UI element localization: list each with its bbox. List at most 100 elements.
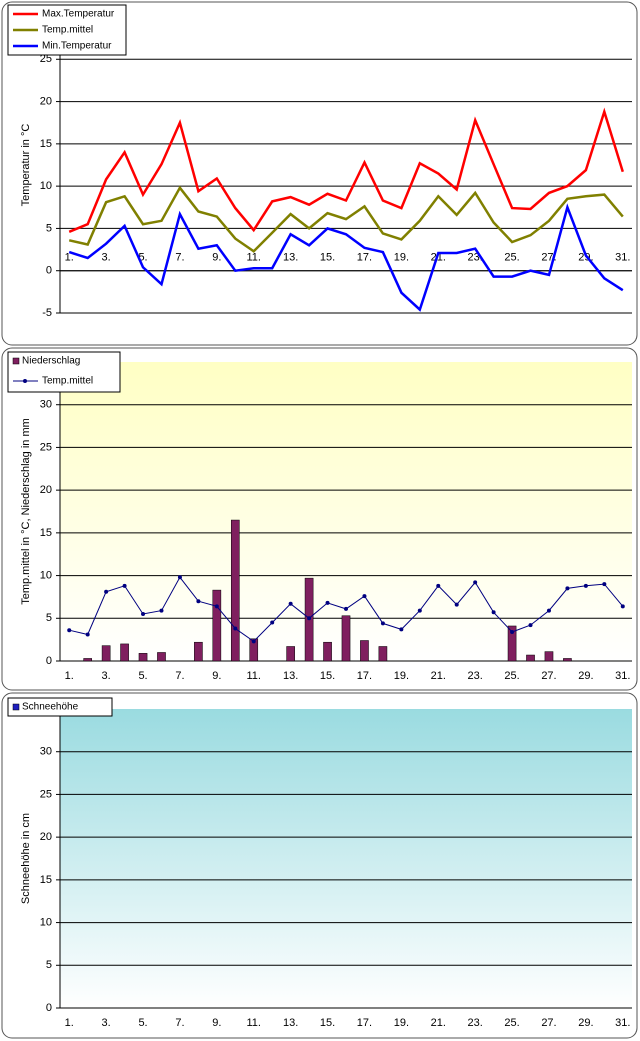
x-tick-label: 19. xyxy=(394,670,409,682)
x-tick-label: 3. xyxy=(102,670,111,682)
bar xyxy=(212,589,222,662)
marker xyxy=(270,620,275,625)
legend-marker xyxy=(23,379,27,383)
x-tick-label: 13. xyxy=(283,1017,298,1029)
y-tick-label: 5 xyxy=(46,222,52,234)
marker xyxy=(288,601,293,606)
bar xyxy=(286,646,295,662)
plot-area xyxy=(60,17,632,313)
y-tick-label: 20 xyxy=(40,95,52,107)
x-tick-label: 21. xyxy=(431,670,446,682)
marker xyxy=(344,606,348,611)
y-axis-title: Schneehöhe in cm xyxy=(20,813,32,904)
marker xyxy=(546,608,551,613)
legend-box xyxy=(7,697,113,717)
y-tick-label: 30 xyxy=(40,399,52,411)
x-tick-label: 15. xyxy=(320,252,335,264)
marker xyxy=(583,583,588,588)
y-tick-label: 15 xyxy=(40,874,52,886)
marker xyxy=(491,610,496,615)
x-tick-label: 7. xyxy=(175,1017,184,1029)
x-tick-label: 9. xyxy=(212,1017,221,1029)
y-tick-label: 30 xyxy=(40,746,52,758)
marker xyxy=(214,604,219,609)
x-tick-label: 23. xyxy=(468,670,483,682)
bar xyxy=(563,658,572,662)
bar xyxy=(360,640,369,662)
x-tick-label: 3. xyxy=(102,252,111,264)
bar xyxy=(157,652,166,662)
x-tick-label: 17. xyxy=(357,670,372,682)
bar xyxy=(230,519,240,662)
x-tick-label: 5. xyxy=(138,1017,147,1029)
marker xyxy=(399,627,404,632)
legend-label: Temp.mittel xyxy=(42,376,93,387)
marker xyxy=(528,623,533,628)
marker xyxy=(141,612,146,617)
y-tick-label: 5 xyxy=(46,612,52,624)
x-tick-label: 21. xyxy=(431,252,446,264)
legend-label: Temp.mittel xyxy=(42,25,93,36)
y-tick-label: 25 xyxy=(40,53,52,65)
x-tick-label: 27. xyxy=(541,670,556,682)
y-tick-label: 25 xyxy=(40,788,52,800)
bar xyxy=(194,641,203,662)
y-tick-label: 15 xyxy=(40,138,52,150)
marker xyxy=(122,583,127,588)
legend-swatch xyxy=(12,357,20,365)
y-tick-label: 0 xyxy=(46,1002,52,1014)
x-tick-label: 7. xyxy=(175,252,184,264)
x-tick-label: 1. xyxy=(65,1017,74,1029)
marker xyxy=(67,628,72,633)
legend: Schneehöhe xyxy=(7,697,113,717)
x-tick-label: 1. xyxy=(65,670,74,682)
x-tick-label: 15. xyxy=(320,1017,335,1029)
marker xyxy=(325,600,330,605)
x-tick-label: 29. xyxy=(578,670,593,682)
marker xyxy=(510,629,515,634)
y-axis-title: Temp.mittel in °C, Niederschlag in mm xyxy=(20,418,32,605)
marker xyxy=(454,602,459,607)
y-tick-label: 0 xyxy=(46,655,52,667)
x-tick-label: 21. xyxy=(431,1017,446,1029)
marker xyxy=(104,589,109,594)
y-tick-label: 10 xyxy=(40,916,52,928)
x-tick-label: 17. xyxy=(357,1017,372,1029)
marker xyxy=(362,594,367,599)
y-tick-label: -5 xyxy=(42,307,52,319)
x-tick-label: 1. xyxy=(65,252,74,264)
x-tick-label: 9. xyxy=(212,252,221,264)
x-tick-label: 29. xyxy=(578,1017,593,1029)
y-tick-label: 20 xyxy=(40,484,52,496)
x-tick-label: 11. xyxy=(246,670,260,682)
marker xyxy=(436,583,441,588)
y-tick-label: 0 xyxy=(46,265,52,277)
x-tick-label: 31. xyxy=(615,252,630,264)
marker xyxy=(177,575,182,580)
bar xyxy=(544,651,554,662)
x-tick-label: 19. xyxy=(394,252,409,264)
x-tick-label: 31. xyxy=(615,1017,630,1029)
x-tick-label: 5. xyxy=(138,252,147,264)
x-tick-label: 19. xyxy=(394,1017,409,1029)
marker xyxy=(233,626,238,631)
y-tick-label: 25 xyxy=(40,441,52,453)
legend-label: Niederschlag xyxy=(22,356,80,367)
marker xyxy=(380,621,385,626)
legend-box xyxy=(7,351,121,393)
x-tick-label: 23. xyxy=(468,1017,483,1029)
x-tick-label: 27. xyxy=(541,1017,556,1029)
legend-label: Max.Temperatur xyxy=(42,9,115,20)
line xyxy=(68,107,624,233)
legend-swatch xyxy=(12,703,20,711)
bar xyxy=(83,658,92,662)
marker xyxy=(602,582,607,587)
plot-area xyxy=(60,709,632,1008)
x-tick-label: 25. xyxy=(504,1017,519,1029)
x-tick-label: 11. xyxy=(246,252,260,264)
marker xyxy=(620,604,625,609)
bar xyxy=(323,641,332,662)
legend: Niederschlag Temp.mittel xyxy=(7,351,121,393)
x-tick-label: 25. xyxy=(504,670,519,682)
